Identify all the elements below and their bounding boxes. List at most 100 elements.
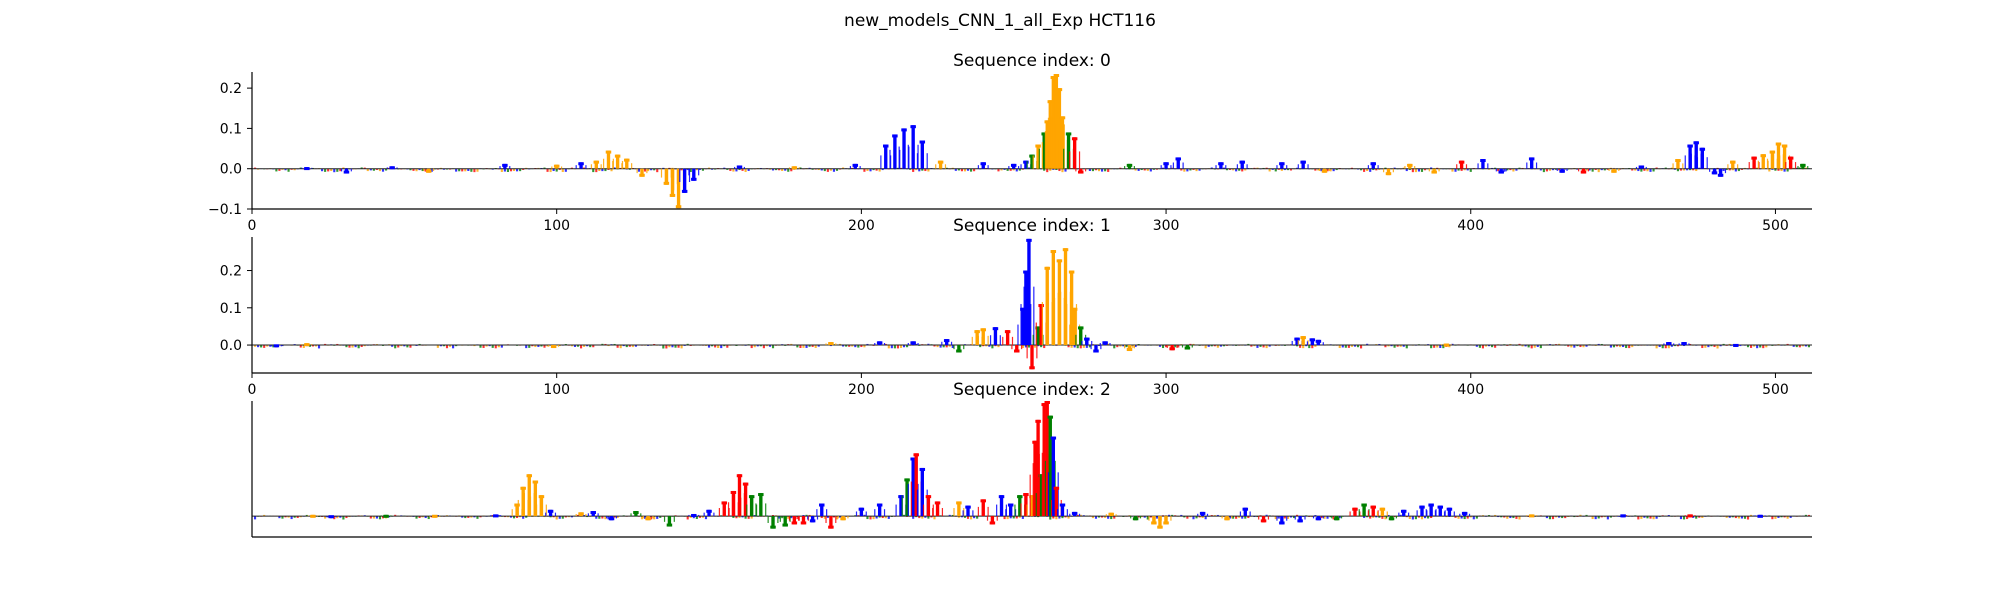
baseline-letter — [1655, 167, 1658, 169]
baseline-letter — [787, 168, 790, 172]
logo-letter-cap — [1010, 163, 1017, 167]
logo-letter-cap — [1580, 170, 1587, 174]
baseline-letter — [497, 345, 500, 348]
baseline-letter — [418, 343, 421, 346]
logo-letter-cap — [1431, 170, 1437, 174]
baseline-letter — [311, 345, 315, 347]
baseline-letter — [915, 168, 918, 171]
logo-peak — [575, 162, 587, 169]
baseline-letter — [1171, 167, 1174, 169]
baseline-letter — [1305, 345, 1308, 347]
baseline-letter — [1402, 167, 1405, 169]
logo-letter-shoulder — [1566, 168, 1568, 171]
y-tick-label: 0.0 — [220, 162, 242, 178]
logo-letter-cap — [919, 467, 926, 471]
logo-peak — [1166, 345, 1178, 351]
logo-peak — [1005, 503, 1017, 517]
baseline-letter — [363, 167, 366, 169]
baseline-letter — [1746, 516, 1750, 520]
baseline-letter — [327, 168, 330, 172]
logo-letter-stem — [1362, 503, 1366, 517]
logo-letter-shoulder — [390, 515, 392, 517]
logo-peak — [977, 328, 989, 346]
baseline-letter — [698, 516, 701, 518]
logo-letter-cap — [989, 521, 996, 525]
baseline-letter — [1731, 168, 1734, 171]
baseline-letter — [1411, 168, 1414, 173]
baseline-letter — [436, 515, 439, 517]
baseline-letter — [1780, 168, 1783, 172]
baseline-letter — [1783, 168, 1786, 172]
baseline-letter — [893, 345, 896, 349]
baseline-letter — [1707, 345, 1710, 348]
baseline-letter — [1804, 514, 1807, 517]
logo-letter-shoulder — [1758, 162, 1760, 169]
x-tick-label: 0 — [248, 218, 257, 234]
logo-letter-shoulder — [1047, 292, 1050, 346]
baseline-letter — [1664, 345, 1667, 349]
baseline-letter — [1594, 516, 1597, 520]
logo-letter-shoulder — [500, 515, 502, 517]
baseline-letter — [1475, 345, 1478, 347]
baseline-letter — [1174, 345, 1177, 348]
logo-letter-shoulder — [698, 514, 700, 517]
baseline-letter — [1430, 516, 1433, 519]
baseline-letter — [1567, 345, 1570, 347]
logo-letter-shoulder — [1459, 513, 1461, 517]
logo-letter-shoulder — [1426, 510, 1428, 517]
logo-letter-cap — [910, 457, 916, 461]
logo-peak — [989, 327, 1001, 346]
logo-letter-shoulder — [1099, 343, 1101, 346]
baseline-letter — [1052, 516, 1055, 519]
logo-letter-shoulder — [1627, 516, 1629, 517]
baseline-letter — [253, 345, 257, 347]
logo-letter-shoulder — [1395, 516, 1398, 519]
baseline-letter — [1021, 516, 1024, 519]
logo-letter-cap — [1044, 266, 1050, 270]
logo-letter-shoulder — [1249, 511, 1251, 517]
baseline-letter — [1494, 514, 1497, 517]
logo-peak — [1367, 162, 1379, 169]
logo-letter-shoulder — [826, 509, 828, 517]
logo-peak — [996, 495, 1008, 517]
baseline-letter — [549, 516, 552, 518]
baseline-letter — [1390, 345, 1393, 347]
baseline-letter — [631, 345, 634, 348]
logo-letter-stem — [935, 501, 940, 517]
baseline-letter — [473, 516, 476, 518]
logo-letter-stem — [1718, 168, 1723, 177]
logo-letter-shoulder — [941, 341, 943, 346]
logo-letter-stem — [1776, 142, 1781, 169]
baseline-letter — [260, 345, 263, 348]
logo-letter-shoulder — [1014, 504, 1016, 517]
baseline-letter — [1731, 516, 1734, 518]
logo-letter-shoulder — [996, 504, 998, 517]
baseline-letter — [1698, 167, 1701, 169]
baseline-letter — [1094, 516, 1098, 519]
logo-letter-cap — [1239, 160, 1245, 164]
logo-letter-cap — [1498, 170, 1504, 174]
baseline-letter — [680, 168, 683, 171]
logo-letter-cap — [304, 167, 310, 171]
logo-letter-cap — [1044, 120, 1050, 124]
baseline-letter — [1183, 516, 1186, 518]
logo-letter-cap — [782, 523, 788, 527]
baseline-letter — [351, 345, 354, 348]
baseline-letter — [1539, 345, 1542, 349]
baseline-letter — [1064, 516, 1067, 518]
baseline-letter — [829, 345, 832, 347]
logo-letter-shoulder — [1785, 162, 1787, 169]
baseline-letter — [324, 516, 327, 519]
logo-letter-cap — [1050, 250, 1057, 254]
y-tick-label: 0.0 — [220, 338, 242, 354]
baseline-letter — [799, 345, 802, 348]
baseline-letter — [1679, 168, 1683, 171]
logo-letter-shoulder — [922, 504, 925, 517]
baseline-letter — [1606, 516, 1609, 520]
baseline-letter — [1241, 516, 1244, 519]
baseline-letter — [253, 516, 257, 520]
baseline-letter — [522, 168, 525, 170]
logo-letter-stem — [783, 516, 787, 527]
logo-letter-cap — [840, 517, 846, 521]
baseline-letter — [415, 516, 418, 519]
